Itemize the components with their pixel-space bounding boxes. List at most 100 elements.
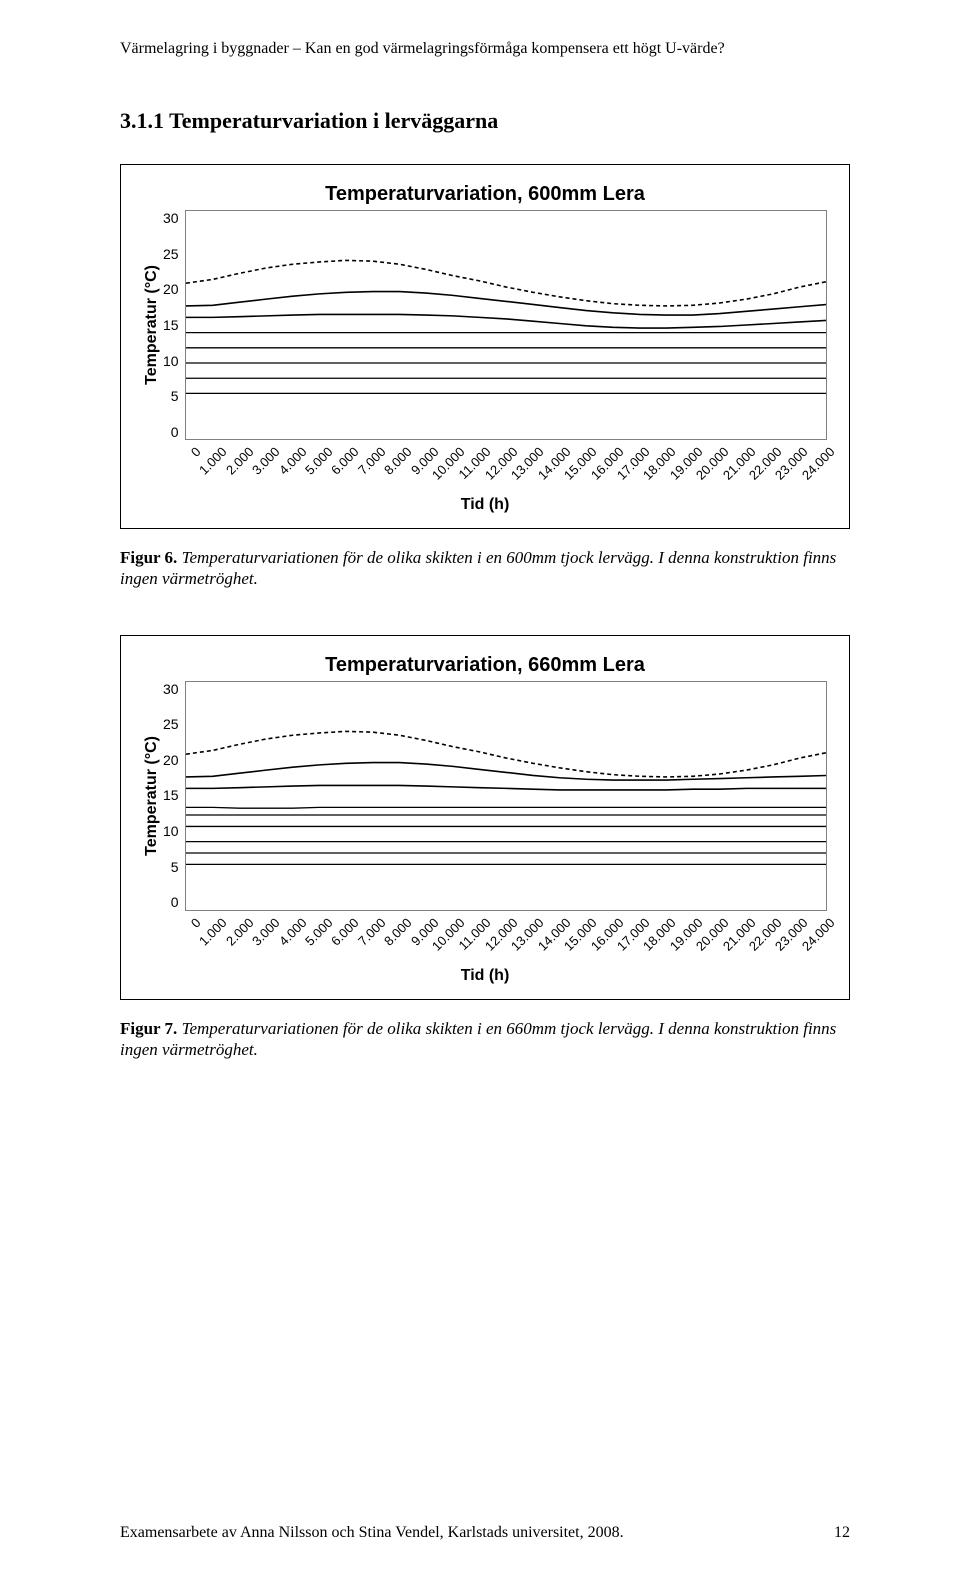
y-tick: 25: [163, 246, 179, 262]
x-tick: 4.000: [299, 915, 310, 926]
series-l2: [186, 785, 826, 790]
y-ticks: 302520151050: [163, 681, 185, 911]
page-number: 12: [834, 1524, 850, 1542]
x-tick: 7.000: [378, 915, 389, 926]
running-header: Värmelagring i byggnader – Kan en god vä…: [120, 40, 850, 58]
y-tick: 15: [163, 317, 179, 333]
x-tick: 10.000: [457, 444, 468, 455]
y-axis-label: Temperatur (°C): [143, 736, 161, 856]
x-tick: 0: [193, 444, 204, 455]
x-axis-label: Tid (h): [143, 967, 827, 985]
x-tick: 5.000: [325, 444, 336, 455]
plot-area: [185, 210, 827, 440]
series-l3: [186, 807, 826, 808]
x-tick: 3.000: [272, 915, 283, 926]
y-tick: 5: [163, 859, 179, 875]
y-tick: 10: [163, 823, 179, 839]
x-tick: 3.000: [272, 444, 283, 455]
page-footer: Examensarbete av Anna Nilsson och Stina …: [120, 1524, 850, 1542]
x-tick: 19.000: [695, 444, 706, 455]
x-tick: 6.000: [351, 915, 362, 926]
chart-body: Temperatur (°C) 302520151050: [143, 681, 827, 911]
x-tick: 21.000: [748, 444, 759, 455]
y-tick: 20: [163, 281, 179, 297]
y-tick: 10: [163, 353, 179, 369]
series-outer: [186, 731, 826, 777]
x-tick: 4.000: [299, 444, 310, 455]
x-tick: 22.000: [774, 444, 785, 455]
x-tick: 10.000: [457, 915, 468, 926]
x-tick: 11.000: [483, 444, 494, 455]
x-tick: 15.000: [589, 444, 600, 455]
series-outer: [186, 260, 826, 306]
x-tick: 6.000: [351, 444, 362, 455]
caption-bold: Figur 7.: [120, 1019, 177, 1038]
x-tick: 20.000: [721, 444, 732, 455]
x-tick: 23.000: [800, 444, 811, 455]
x-tick: 13.000: [536, 915, 547, 926]
x-tick: 16.000: [616, 915, 627, 926]
y-axis-label: Temperatur (°C): [143, 265, 161, 385]
x-tick: 12.000: [510, 444, 521, 455]
x-tick: 9.000: [431, 444, 442, 455]
x-tick: 0: [193, 915, 204, 926]
x-tick: 21.000: [748, 915, 759, 926]
x-tick: 24.000: [827, 444, 838, 455]
x-axis-label: Tid (h): [143, 496, 827, 514]
y-tick: 5: [163, 388, 179, 404]
x-tick: 9.000: [431, 915, 442, 926]
x-tick: 14.000: [563, 915, 574, 926]
x-tick: 2.000: [246, 444, 257, 455]
chart-body: Temperatur (°C) 30 25 20 15 10 5 0: [143, 210, 827, 440]
x-tick: 23.000: [800, 915, 811, 926]
y-tick: 15: [163, 787, 179, 803]
x-tick: 11.000: [483, 915, 494, 926]
x-tick: 18.000: [668, 915, 679, 926]
chart-600mm: Temperaturvariation, 600mm Lera Temperat…: [120, 164, 850, 529]
chart-title: Temperaturvariation, 600mm Lera: [143, 183, 827, 206]
plot-wrap: [185, 210, 827, 440]
x-tick: 1.000: [219, 444, 230, 455]
x-tick: 20.000: [721, 915, 732, 926]
chart-660mm: Temperaturvariation, 660mm Lera Temperat…: [120, 635, 850, 1000]
series-l1: [186, 762, 826, 779]
x-tick: 8.000: [404, 915, 415, 926]
x-tick: 15.000: [589, 915, 600, 926]
x-tick: 18.000: [668, 444, 679, 455]
caption-italic: Temperaturvariationen för de olika skikt…: [120, 548, 836, 588]
x-tick: 1.000: [219, 915, 230, 926]
x-tick: 24.000: [827, 915, 838, 926]
chart-title: Temperaturvariation, 660mm Lera: [143, 654, 827, 677]
figure-6-caption: Figur 6. Temperaturvariationen för de ol…: [120, 547, 850, 590]
section-title: 3.1.1 Temperaturvariation i lerväggarna: [120, 108, 850, 134]
x-tick: 14.000: [563, 444, 574, 455]
caption-bold: Figur 6.: [120, 548, 177, 567]
plot-area: [185, 681, 827, 911]
series-l2: [186, 314, 826, 328]
x-tick: 5.000: [325, 915, 336, 926]
x-ticks: 0 1.000 2.000 3.000 4.000 5.000 6.000 7.000 8.00…: [193, 915, 827, 930]
plot-wrap: [185, 681, 827, 911]
figure-7-caption: Figur 7. Temperaturvariationen för de ol…: [120, 1018, 850, 1061]
y-tick: 30: [163, 681, 179, 697]
x-ticks: 0 1.000 2.000 3.000 4.000 5.000 6.000 7.000 8.00…: [193, 444, 827, 459]
x-tick: 2.000: [246, 915, 257, 926]
x-tick: 17.000: [642, 444, 653, 455]
x-tick: 8.000: [404, 444, 415, 455]
x-tick: 16.000: [616, 444, 627, 455]
y-tick: 20: [163, 752, 179, 768]
x-tick: 17.000: [642, 915, 653, 926]
y-tick: 0: [163, 894, 179, 910]
series-l1: [186, 292, 826, 315]
x-tick: 7.000: [378, 444, 389, 455]
x-tick: 13.000: [536, 444, 547, 455]
footer-text: Examensarbete av Anna Nilsson och Stina …: [120, 1524, 624, 1542]
plot-svg: [186, 682, 826, 910]
plot-svg: [186, 211, 826, 439]
y-tick: 30: [163, 210, 179, 226]
caption-italic: Temperaturvariationen för de olika skikt…: [120, 1019, 836, 1059]
y-tick: 0: [163, 424, 179, 440]
x-ticks-row: 0 1.000 2.000 3.000 4.000 5.000 6.000 7.000 8.00…: [175, 915, 827, 965]
x-ticks-row: 0 1.000 2.000 3.000 4.000 5.000 6.000 7.000 8.00…: [175, 444, 827, 494]
page: Värmelagring i byggnader – Kan en god vä…: [0, 0, 960, 1582]
